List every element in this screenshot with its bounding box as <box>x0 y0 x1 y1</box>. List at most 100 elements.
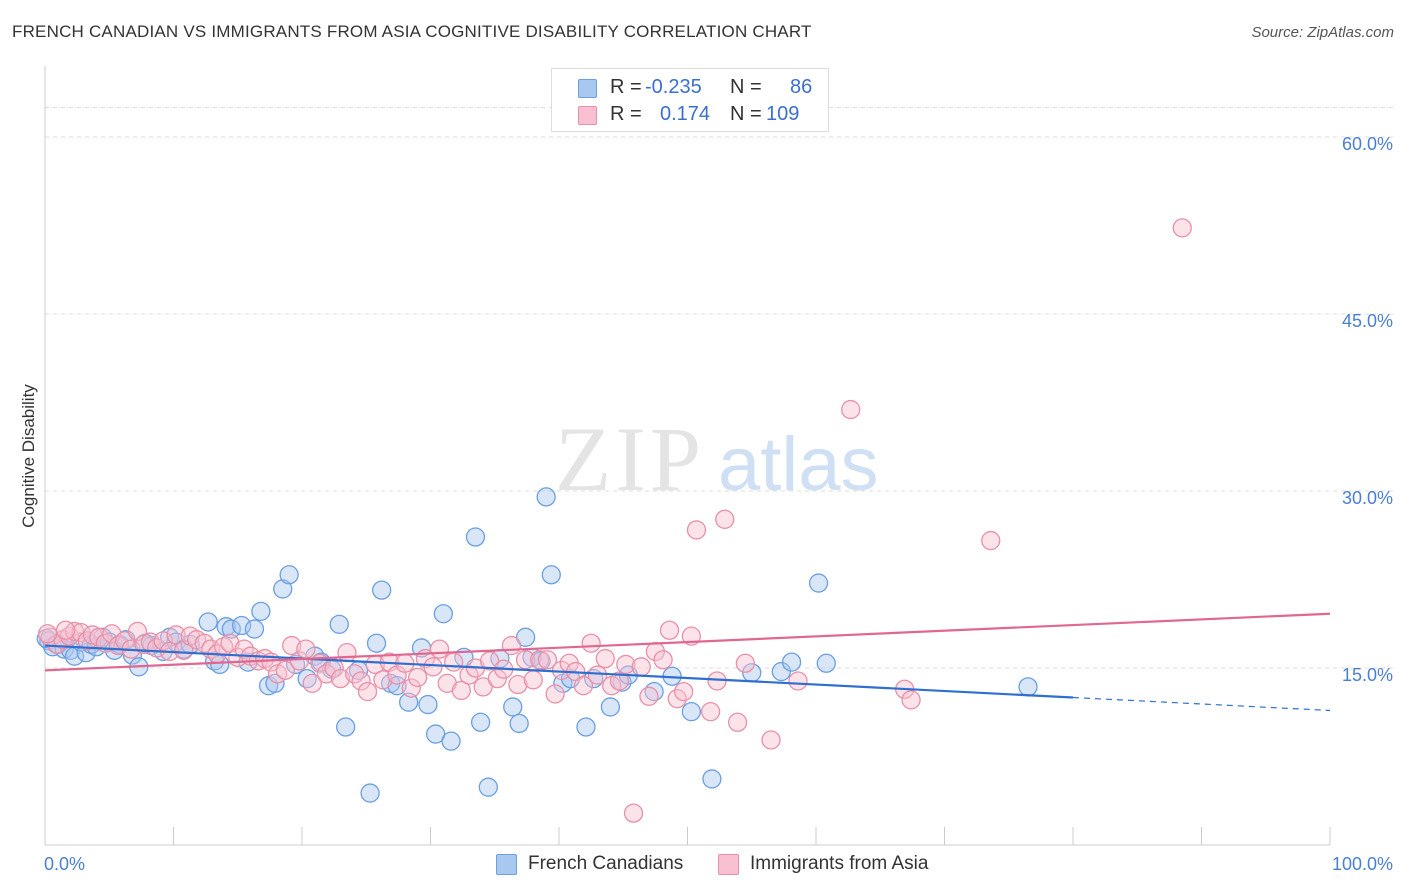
series-1-points <box>37 218 1192 823</box>
series-1-point-57 <box>423 657 443 677</box>
series-0-point-70 <box>576 717 596 737</box>
bottom-legend-label: French Canadians <box>528 853 684 874</box>
series-1-point-21 <box>174 640 194 660</box>
series-0-point-49 <box>387 676 407 696</box>
series-1-point-100 <box>761 730 781 750</box>
series-0-point-77 <box>681 702 702 722</box>
series-0-point-43 <box>336 717 356 737</box>
series-1-point-60 <box>443 652 464 672</box>
y-tick-label-1: 30.0% <box>1342 488 1393 508</box>
legend-r-label: R = <box>610 103 642 125</box>
series-0-trend-line <box>44 644 1074 699</box>
series-1-trend-line <box>44 612 1331 672</box>
axes <box>44 66 1331 846</box>
y-tick-label-3: 60.0% <box>1342 134 1393 154</box>
series-1-point-92 <box>673 681 694 702</box>
legend-n-value: 86 <box>790 76 813 98</box>
series-1-point-68 <box>501 635 522 656</box>
y-tick-labels: 15.0% 30.0% 45.0% 60.0% <box>1342 134 1393 685</box>
series-1-point-40 <box>302 673 322 693</box>
series-1-point-96 <box>707 671 727 691</box>
series-1-point-85 <box>623 803 644 823</box>
legend-r-value: -0.235 <box>645 76 702 98</box>
legend-row-french-canadians: R = -0.235 N = 86 <box>552 74 828 101</box>
series-1-point-86 <box>631 657 651 677</box>
y-tick-label-2: 45.0% <box>1342 311 1393 331</box>
series-1-point-38 <box>289 651 310 671</box>
legend-n-value: 109 <box>766 103 800 125</box>
series-1-point-87 <box>639 686 659 706</box>
legend-r-label: R = <box>610 76 642 98</box>
bottom-legend-label: Immigrants from Asia <box>750 853 929 874</box>
series-1-point-98 <box>727 712 748 732</box>
series-1-point-95 <box>700 702 721 722</box>
series-1-point-65 <box>479 651 500 671</box>
series-1-point-79 <box>581 633 601 653</box>
bottom-legend-swatch-pink <box>718 854 739 875</box>
x-tick-label-max: 100.0% <box>1332 854 1393 874</box>
series-1-point-52 <box>387 665 407 685</box>
trend-lines <box>44 612 1331 712</box>
series-0-point-83 <box>816 653 836 673</box>
series-1-point-74 <box>545 684 565 704</box>
series-points <box>36 218 1192 823</box>
series-0-point-59 <box>478 777 498 797</box>
series-1-point-99 <box>735 653 755 673</box>
series-0-point-55 <box>441 731 461 751</box>
series-1-point-102 <box>841 399 861 420</box>
series-1-point-108 <box>55 620 76 640</box>
series-1-point-64 <box>473 677 493 697</box>
legend-row-immigrants-from-asia: R = 0.174 N = 109 <box>552 101 828 128</box>
series-0-point-61 <box>503 697 523 717</box>
series-0-point-78 <box>702 769 722 789</box>
series-0-point-24 <box>198 612 218 632</box>
legend-r-value: 0.174 <box>660 103 711 125</box>
series-0-point-84 <box>1018 677 1038 697</box>
series-1-point-90 <box>659 620 680 640</box>
series-1-point-101 <box>788 671 808 691</box>
x-tick-label-min: 0.0% <box>44 854 85 874</box>
series-1-point-83 <box>609 671 630 691</box>
series-1-point-89 <box>653 650 673 670</box>
chart-source: Source: ZipAtlas.com <box>1251 24 1394 41</box>
series-1-point-105 <box>981 530 1001 551</box>
series-1-point-20 <box>166 625 186 645</box>
series-1-point-73 <box>537 650 558 670</box>
series-0-point-32 <box>251 601 271 622</box>
series-0-point-45 <box>360 783 380 803</box>
series-1-point-58 <box>429 639 450 659</box>
series-1-point-69 <box>508 674 528 695</box>
bottom-legend-french-canadians: French Canadians <box>496 852 696 878</box>
series-1-point-43 <box>324 658 344 678</box>
watermark-atlas: atlas <box>718 422 879 507</box>
series-0-point-50 <box>399 692 419 712</box>
series-1-point-39 <box>296 639 316 659</box>
series-0-point-62 <box>509 713 529 734</box>
series-0-point-57 <box>465 527 486 547</box>
y-tick-label-0: 15.0% <box>1342 665 1393 685</box>
watermark-zip: ZIP <box>555 408 705 510</box>
series-0-point-72 <box>600 697 621 717</box>
series-1-point-66 <box>487 668 507 689</box>
series-1-point-71 <box>523 670 543 690</box>
series-1-point-48 <box>357 681 378 702</box>
bottom-legend-immigrants-from-asia: Immigrants from Asia <box>718 852 958 878</box>
series-0-point-54 <box>433 604 454 624</box>
stats-legend: R = -0.235 N = 86 R = 0.174 N = 109 <box>551 68 829 132</box>
series-0-point-67 <box>541 565 561 585</box>
series-1-point-54 <box>401 678 421 698</box>
legend-swatch-pink <box>578 106 597 125</box>
series-1-point-81 <box>595 648 615 669</box>
series-1-point-106 <box>1172 218 1192 238</box>
series-0-point-28 <box>221 619 241 639</box>
y-axis-label: Cognitive Disability <box>19 384 38 528</box>
gridlines <box>45 107 1395 669</box>
series-1-point-45 <box>337 643 357 663</box>
legend-swatch-blue <box>578 79 597 98</box>
series-0-point-63 <box>515 627 536 647</box>
series-1-point-104 <box>901 690 921 710</box>
x-tick-labels: 0.0% 100.0% <box>44 854 1393 874</box>
series-0-point-52 <box>418 694 438 715</box>
series-1-point-70 <box>515 650 536 670</box>
